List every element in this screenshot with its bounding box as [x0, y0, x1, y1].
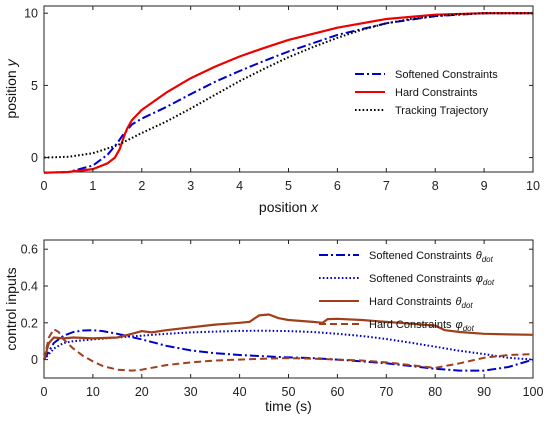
- legend-label-2: Hard Constraints θdot: [369, 296, 473, 310]
- x-tick-label: 6: [334, 179, 341, 193]
- series-line-2: [43, 12, 533, 159]
- legend-label-2: Tracking Trajectory: [395, 105, 489, 117]
- y-tick-label: 0.6: [21, 243, 38, 257]
- y-tick-label: 10: [24, 7, 38, 21]
- top-series-group: [43, 12, 533, 174]
- x-tick-label: 7: [383, 179, 390, 193]
- x-tick-label: 50: [282, 385, 296, 399]
- x-tick-label: 100: [523, 385, 544, 399]
- legend-symbol: φ: [456, 319, 463, 331]
- series-line-1: [43, 329, 534, 361]
- x-tick-label: 70: [379, 385, 393, 399]
- legend-label-0: Softened Constraints θdot: [369, 250, 494, 264]
- x-tick-label: 80: [428, 385, 442, 399]
- top-x-label-text: position: [259, 199, 307, 215]
- x-tick-label: 60: [330, 385, 344, 399]
- x-tick-label: 2: [138, 179, 145, 193]
- legend-label-1: Softened Constraints φdot: [369, 273, 495, 287]
- top-y-label-text: position: [3, 70, 19, 118]
- legend-symbol: φ: [476, 273, 483, 285]
- legend-symbol: θ: [456, 296, 462, 308]
- legend-subscript: dot: [482, 255, 494, 264]
- x-tick-label: 90: [477, 385, 491, 399]
- series-line-2: [42, 313, 534, 360]
- chart-control-inputs: 0 10 20 30 40 50 60 70 80 90 100 0 0.2 0.4 0.6 time (…: [3, 239, 544, 414]
- x-tick-label: 5: [285, 179, 292, 193]
- x-tick-label: 9: [481, 179, 488, 193]
- bottom-x-ticks: 0 10 20 30 40 50 60 70 80 90 100: [41, 240, 544, 399]
- top-y-ticks: 0 5 10: [24, 7, 533, 165]
- top-y-label-var: y: [3, 58, 19, 67]
- bottom-y-ticks: 0 0.2 0.4 0.6: [21, 243, 533, 367]
- top-x-label-var: x: [310, 199, 319, 215]
- y-tick-label: 0: [31, 151, 38, 165]
- legend-name: Hard Constraints: [369, 296, 452, 308]
- legend-label-1: Hard Constraints: [395, 87, 478, 99]
- legend-name: Tracking Trajectory: [395, 105, 489, 117]
- y-tick-label: 0.4: [21, 280, 38, 294]
- legend-name: Softened Constraints: [395, 69, 498, 81]
- x-tick-label: 1: [89, 179, 96, 193]
- x-tick-label: 0: [41, 179, 48, 193]
- legend-name: Softened Constraints: [369, 250, 472, 262]
- x-tick-label: 10: [86, 385, 100, 399]
- legend-name: Hard Constraints: [395, 87, 478, 99]
- bottom-x-axis-label: time (s): [265, 398, 312, 414]
- top-legend: Softened Constraints Hard Constraints Trac…: [355, 69, 498, 117]
- x-tick-label: 8: [432, 179, 439, 193]
- y-tick-label: 0.2: [21, 316, 38, 330]
- x-tick-label: 20: [135, 385, 149, 399]
- top-y-axis-label: position y: [3, 58, 19, 118]
- series-line-0: [43, 12, 533, 174]
- x-tick-label: 3: [187, 179, 194, 193]
- legend-symbol: θ: [476, 250, 482, 262]
- legend-subscript: dot: [463, 324, 475, 333]
- x-tick-label: 4: [236, 179, 243, 193]
- legend-name: Hard Constraints: [369, 319, 452, 331]
- bottom-y-axis-label: control inputs: [3, 267, 19, 350]
- x-tick-label: 10: [526, 179, 540, 193]
- top-x-ticks: 0 1 2 3 4 5 6 7 8 9 10: [41, 6, 540, 193]
- y-tick-label: 5: [31, 79, 38, 93]
- x-tick-label: 40: [233, 385, 247, 399]
- legend-label-3: Hard Constraints φdot: [369, 319, 475, 333]
- x-tick-label: 30: [184, 385, 198, 399]
- x-tick-label: 0: [41, 385, 48, 399]
- y-tick-label: 0: [31, 353, 38, 367]
- series-line-1: [43, 12, 533, 174]
- top-x-axis-label: position x: [259, 199, 319, 215]
- bottom-x-label-text: time (s): [265, 398, 312, 414]
- bottom-series-group: [42, 313, 534, 372]
- bottom-y-label-text: control inputs: [3, 267, 19, 350]
- legend-name: Softened Constraints: [369, 273, 472, 285]
- legend-subscript: dot: [462, 301, 474, 310]
- series-line-0: [43, 329, 534, 372]
- legend-label-0: Softened Constraints: [395, 69, 498, 81]
- legend-subscript: dot: [483, 278, 495, 287]
- series-line-3: [43, 328, 534, 372]
